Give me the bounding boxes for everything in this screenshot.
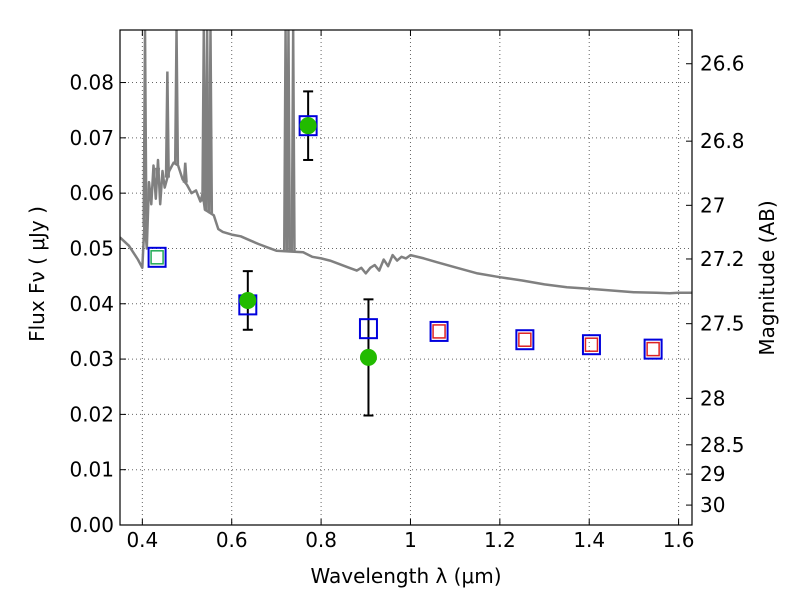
model-photometry-square bbox=[643, 338, 663, 360]
y-tick-label: 0.05 bbox=[69, 236, 114, 260]
right-tick-label: 27 bbox=[700, 193, 725, 217]
plot-area bbox=[120, 30, 692, 417]
y-tick-label: 0.01 bbox=[69, 458, 114, 482]
model-spectrum-line bbox=[120, 158, 692, 295]
emission-line bbox=[182, 162, 188, 183]
y-tick-label: 0.06 bbox=[69, 181, 114, 205]
observed-flux-point bbox=[299, 117, 317, 135]
filter-photometry-square bbox=[646, 341, 660, 357]
x-tick-label: 1.2 bbox=[484, 528, 516, 552]
x-tick-label: 0.8 bbox=[305, 528, 337, 552]
model-photometry-square bbox=[515, 329, 535, 351]
model-photometry-square bbox=[147, 246, 167, 268]
x-tick-label: 1.6 bbox=[663, 528, 695, 552]
observed-flux-point bbox=[239, 291, 257, 309]
right-tick-label: 26.8 bbox=[700, 129, 745, 153]
filter-photometry-square bbox=[150, 250, 164, 265]
plot-frame bbox=[119, 29, 693, 526]
right-tick-label: 30 bbox=[700, 493, 725, 517]
right-tick-label: 29 bbox=[700, 462, 725, 486]
model-photometry-square bbox=[358, 318, 378, 340]
x-tick-label: 0.4 bbox=[126, 528, 158, 552]
x-axis-label: Wavelength λ (μm) bbox=[310, 564, 501, 588]
emission-line bbox=[285, 30, 292, 252]
x-tick-label: 1.4 bbox=[573, 528, 605, 552]
emission-line bbox=[201, 30, 207, 202]
filter-photometry-square bbox=[432, 324, 446, 339]
emission-line bbox=[290, 30, 296, 252]
y-tick-label: 0.00 bbox=[69, 513, 114, 537]
observed-flux-point bbox=[359, 348, 377, 366]
y-tick-label: 0.02 bbox=[69, 402, 114, 426]
y-tick-label: 0.04 bbox=[69, 292, 114, 316]
y-axis-label: Flux Fν ( μJy ) bbox=[25, 206, 49, 342]
model-photometry-square bbox=[581, 334, 601, 356]
emission-line bbox=[154, 167, 161, 180]
right-tick-label: 28 bbox=[700, 386, 725, 410]
right-tick-label: 28.5 bbox=[700, 433, 745, 457]
right-axis-label: Magnitude (AB) bbox=[755, 200, 779, 355]
emission-line bbox=[142, 30, 148, 227]
emission-line bbox=[173, 30, 180, 165]
y-tick-label: 0.07 bbox=[69, 126, 114, 150]
axis-ticks: 0.4 0.6 0.8 1 1.2 1.4 1.6 0.00 0.01 0.02 0.03 0.04 0… bbox=[69, 30, 745, 552]
filter-photometry-square bbox=[518, 332, 532, 347]
right-tick-label: 27.2 bbox=[700, 247, 745, 271]
emission-line bbox=[164, 71, 170, 178]
right-tick-label: 27.5 bbox=[700, 312, 745, 336]
right-tick-label: 26.6 bbox=[700, 52, 745, 76]
filter-photometry-square bbox=[584, 337, 599, 352]
y-tick-label: 0.08 bbox=[69, 71, 114, 95]
model-photometry-square bbox=[429, 320, 449, 342]
y-tick-label: 0.03 bbox=[69, 347, 114, 371]
emission-line bbox=[204, 30, 210, 212]
x-tick-label: 1 bbox=[404, 528, 417, 552]
x-tick-label: 0.6 bbox=[216, 528, 248, 552]
emission-line bbox=[207, 30, 214, 214]
